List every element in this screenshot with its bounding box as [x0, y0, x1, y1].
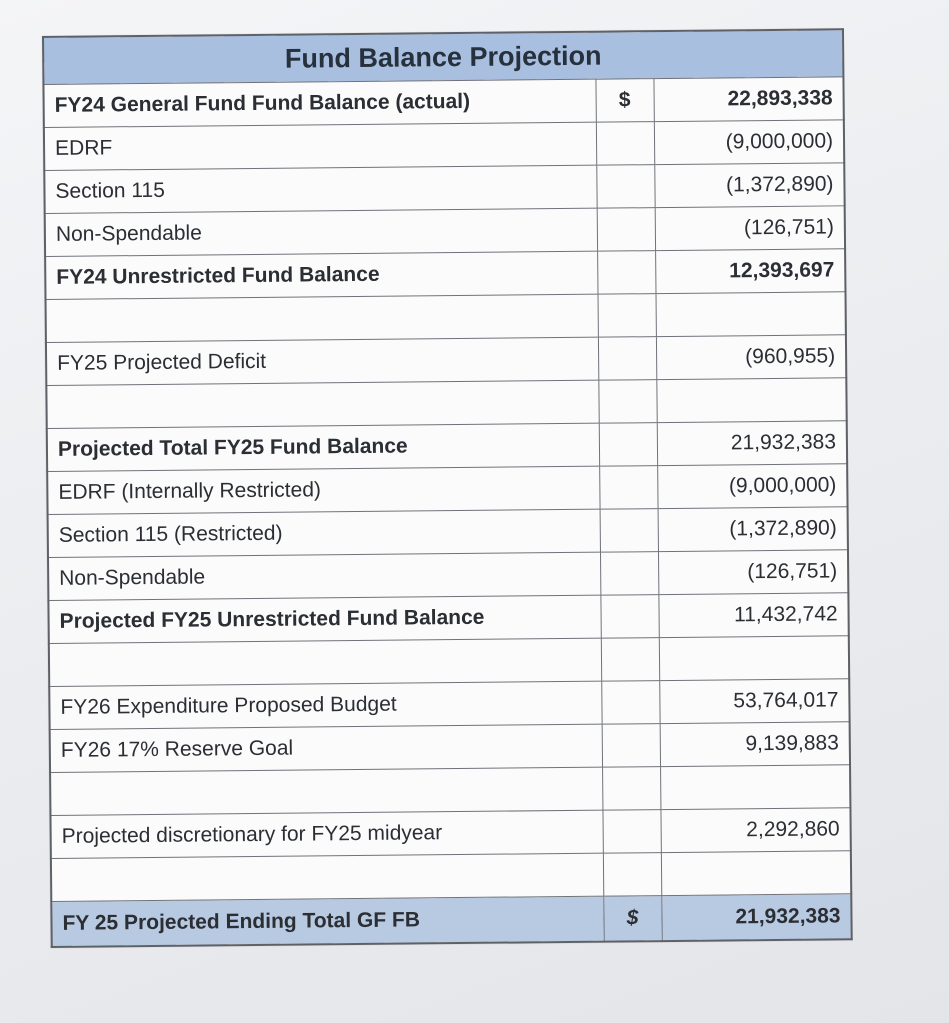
table-row: EDRF (9,000,000) — [43, 119, 845, 171]
row-value: 11,432,742 — [658, 592, 849, 638]
title-row: Fund Balance Projection — [43, 29, 844, 85]
table-row: Projected Total FY25 Fund Balance 21,932… — [46, 420, 848, 472]
table-row: FY24 General Fund Fund Balance (actual) … — [43, 76, 844, 128]
row-label: FY 25 Projected Ending Total GF FB — [51, 896, 604, 947]
row-label: Projected discretionary for FY25 midyear — [50, 810, 603, 859]
currency-symbol — [600, 594, 659, 639]
row-value: (1,372,890) — [654, 162, 845, 208]
row-value: (960,955) — [655, 334, 847, 380]
blank-row — [48, 635, 850, 687]
row-value: (9,000,000) — [653, 119, 845, 165]
currency-symbol — [597, 336, 657, 381]
currency-symbol — [597, 250, 656, 295]
table-row: Non-Spendable (126,751) — [44, 205, 846, 257]
table-row: Non-Spendable (126,751) — [48, 549, 849, 601]
table-title: Fund Balance Projection — [43, 29, 844, 85]
table-row: Projected FY25 Unrestricted Fund Balance… — [48, 592, 849, 644]
table-row: Projected discretionary for FY25 midyear… — [50, 807, 851, 859]
row-label: Section 115 — [44, 165, 597, 214]
blank-row — [45, 291, 846, 343]
row-label: FY24 General Fund Fund Balance (actual) — [43, 79, 596, 128]
table-row: Section 115 (1,372,890) — [44, 162, 845, 214]
blank-row — [50, 764, 851, 816]
table-row: EDRF (Internally Restricted) (9,000,000) — [47, 463, 848, 515]
currency-symbol — [601, 680, 660, 725]
blank-row — [46, 377, 847, 429]
row-label: Non-Spendable — [48, 552, 601, 601]
row-label: Projected Total FY25 Fund Balance — [46, 423, 600, 472]
row-label: EDRF — [43, 122, 597, 171]
row-label: FY26 Expenditure Proposed Budget — [49, 681, 602, 730]
currency-symbol — [601, 723, 661, 768]
currency-symbol — [602, 809, 661, 854]
currency-symbol — [596, 207, 656, 252]
currency-symbol: $ — [595, 78, 654, 123]
row-label: FY24 Unrestricted Fund Balance — [45, 251, 598, 300]
table-row: FY26 Expenditure Proposed Budget 53,764,… — [49, 678, 850, 730]
row-label: Section 115 (Restricted) — [47, 509, 600, 558]
row-value: (126,751) — [657, 549, 849, 595]
row-value: 53,764,017 — [659, 678, 850, 724]
row-value: 12,393,697 — [655, 248, 846, 294]
row-value: 21,932,383 — [661, 893, 852, 942]
blank-row — [50, 850, 852, 902]
currency-symbol — [599, 508, 658, 553]
table-row: FY24 Unrestricted Fund Balance 12,393,69… — [45, 248, 846, 300]
currency-symbol — [599, 465, 658, 510]
row-value: (9,000,000) — [657, 463, 848, 509]
total-row: FY 25 Projected Ending Total GF FB $ 21,… — [51, 893, 852, 947]
currency-symbol: $ — [603, 895, 662, 942]
currency-symbol — [595, 121, 655, 166]
row-value: 2,292,860 — [660, 807, 851, 853]
row-label: FY26 17% Reserve Goal — [49, 724, 603, 773]
row-value: (126,751) — [654, 205, 846, 251]
row-value: 22,893,338 — [653, 76, 844, 122]
row-value: 21,932,383 — [656, 420, 848, 466]
currency-symbol — [598, 422, 658, 467]
fund-balance-sheet: Fund Balance Projection FY24 General Fun… — [42, 28, 853, 948]
currency-symbol — [599, 551, 659, 596]
row-label: FY25 Projected Deficit — [45, 337, 599, 386]
table-row: FY26 17% Reserve Goal 9,139,883 — [49, 721, 851, 773]
row-value: (1,372,890) — [657, 506, 849, 552]
fund-balance-table: Fund Balance Projection FY24 General Fun… — [42, 28, 853, 948]
table-row: FY25 Projected Deficit (960,955) — [45, 334, 847, 386]
currency-symbol — [596, 164, 655, 209]
row-label: Projected FY25 Unrestricted Fund Balance — [48, 595, 601, 644]
row-value: 9,139,883 — [659, 721, 851, 767]
row-label: EDRF (Internally Restricted) — [47, 466, 600, 515]
table-row: Section 115 (Restricted) (1,372,890) — [47, 506, 849, 558]
row-label: Non-Spendable — [44, 208, 598, 257]
